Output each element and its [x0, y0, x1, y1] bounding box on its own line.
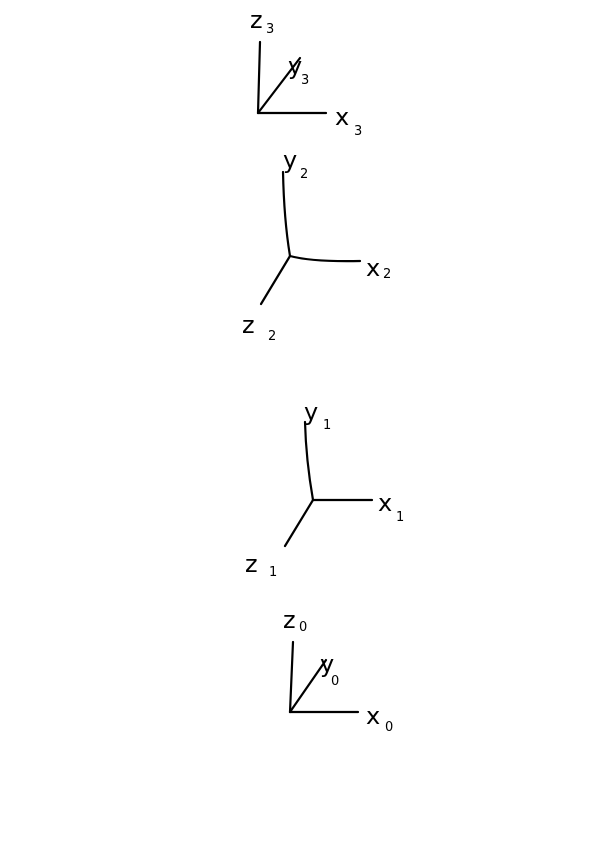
- frame-0-y-subscript: 0: [331, 674, 339, 689]
- frame-0-z-axis: [288, 640, 295, 714]
- frame-3-y-label: y: [288, 52, 302, 80]
- coordinate-frame-0: z 0 y 0 x 0: [283, 606, 393, 735]
- frame-2-z-axis: [259, 254, 292, 306]
- frame-1-z-subscript: 1: [269, 565, 277, 580]
- frame-3-y-subscript: 3: [301, 73, 309, 88]
- frame-3-x-subscript: 3: [354, 124, 362, 139]
- frame-0-y-axis: [288, 658, 328, 714]
- frame-2-z-label: z: [242, 311, 255, 339]
- frame-3-x-label: x: [335, 103, 349, 131]
- frame-2-y-label: y: [283, 146, 297, 174]
- frame-3-z-axis: [256, 40, 262, 115]
- frame-2-x-axis: [288, 254, 362, 263]
- frame-1-x-label: x: [378, 489, 392, 517]
- frame-0-x-label: x: [366, 702, 380, 730]
- frame-2-y-subscript: 2: [300, 167, 308, 182]
- frame-0-y-label: y: [320, 650, 334, 678]
- frame-3-z-subscript: 3: [266, 22, 274, 37]
- coordinate-frame-3: z 3 y 3 x 3: [250, 6, 362, 139]
- frame-1-z-label: z: [245, 550, 258, 578]
- frame-1-y-subscript: 1: [323, 418, 331, 433]
- frame-2-y-axis: [281, 170, 292, 258]
- frame-3-z-label: z: [250, 6, 263, 34]
- frame-1-y-axis: [303, 420, 315, 502]
- coordinate-frame-2: y 2 x 2 z 2: [242, 146, 391, 344]
- coordinate-frame-1: y 1 x 1 z 1: [245, 398, 404, 580]
- frame-2-x-subscript: 2: [383, 267, 391, 282]
- frame-0-x-subscript: 0: [385, 720, 393, 735]
- frame-0-z-subscript: 0: [299, 620, 307, 635]
- frame-1-z-axis: [283, 498, 315, 548]
- frame-1-y-label: y: [304, 398, 318, 426]
- frame-0-z-label: z: [283, 606, 296, 634]
- frame-3-y-axis: [256, 56, 302, 115]
- frame-2-z-subscript: 2: [268, 329, 276, 344]
- frame-2-x-label: x: [366, 254, 380, 282]
- frame-1-x-subscript: 1: [396, 510, 404, 525]
